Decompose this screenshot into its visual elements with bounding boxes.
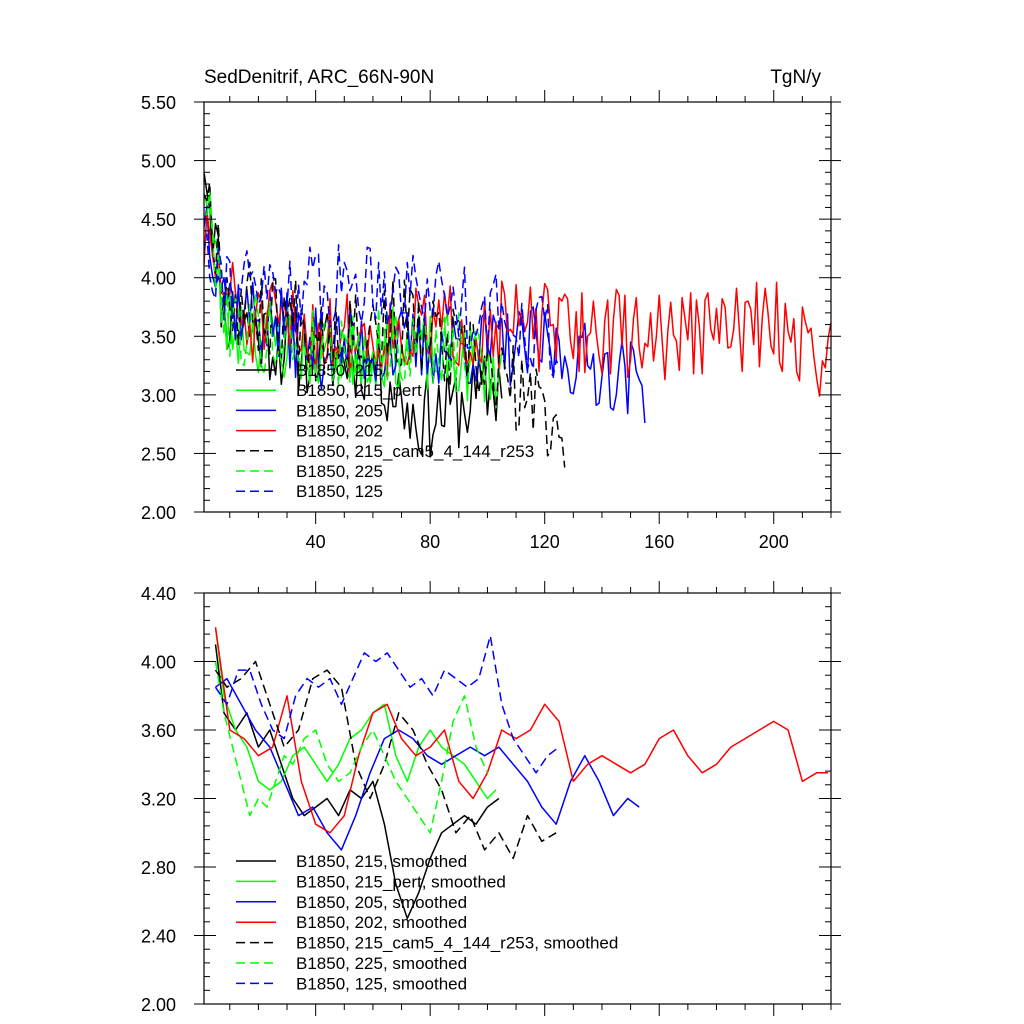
legend-label: B1850, 215 [296, 361, 383, 380]
legend-label: B1850, 215, smoothed [296, 852, 467, 871]
chart-units: TgN/y [770, 67, 821, 88]
x-tick-label: 200 [759, 532, 789, 552]
y-tick-label: 5.50 [141, 93, 176, 113]
chart-title: SedDenitrif, ARC_66N-90N [204, 67, 434, 88]
series-line-6 [204, 190, 489, 388]
y-tick-label: 2.80 [141, 858, 176, 878]
series-line-7 [214, 635, 560, 774]
x-axis: 40 80 120 160 200 [229, 90, 832, 552]
legend-label: B1850, 125, smoothed [296, 974, 467, 993]
legend-label: B1850, 205 [296, 401, 383, 420]
legend-label: B1850, 225 [296, 462, 383, 481]
legend-label: B1850, 215_cam5_4_144_r253, smoothed [296, 934, 618, 953]
y-tick-label: 3.00 [141, 386, 176, 406]
x-axis [229, 581, 832, 1016]
y-tick-label: 4.50 [141, 210, 176, 230]
y-tick-label: 2.00 [141, 995, 176, 1015]
y-tick-label: 3.60 [141, 721, 176, 741]
y-tick-label: 4.00 [141, 269, 176, 289]
series-lines [204, 172, 831, 468]
series-line-2 [214, 627, 497, 800]
y-tick-label: 2.00 [141, 503, 176, 523]
top-chart-panel: SedDenitrif, ARC_66N-90N TgN/y 40 80 120 160 2… [141, 67, 841, 552]
legend-label: B1850, 215_pert [296, 381, 422, 400]
legend-label: B1850, 225, smoothed [296, 954, 467, 973]
x-tick-label: 120 [530, 532, 560, 552]
series-line-5 [204, 182, 566, 468]
x-tick-label: 80 [420, 532, 440, 552]
y-axis: 2.00 2.50 3.00 3.50 4.00 4.50 5.00 5.50 [141, 93, 841, 523]
x-tick-label: 40 [306, 532, 326, 552]
y-axis: 2.00 2.40 2.80 3.20 3.60 4.00 4.40 [141, 584, 841, 1015]
series-line-6 [214, 661, 489, 834]
series-line-5 [214, 660, 557, 860]
plot-frame [203, 101, 832, 513]
x-tick-label: 160 [644, 532, 674, 552]
series-line-4 [214, 627, 829, 834]
legend-label: B1850, 215_pert, smoothed [296, 872, 506, 891]
series-line-3 [215, 677, 640, 851]
series-lines [214, 627, 829, 920]
y-tick-label: 4.40 [141, 584, 176, 604]
legend-label: B1850, 125 [296, 482, 383, 501]
legend-label: B1850, 215_cam5_4_144_r253 [296, 442, 534, 461]
y-tick-label: 4.00 [141, 653, 176, 673]
legend-label: B1850, 202, smoothed [296, 913, 467, 932]
y-tick-label: 3.50 [141, 327, 176, 347]
y-tick-label: 2.40 [141, 927, 176, 947]
y-tick-label: 5.00 [141, 152, 176, 172]
bottom-chart-panel: 2.00 2.40 2.80 3.20 3.60 4.00 4.40 B1850, 215, … [141, 581, 841, 1016]
series-line-1 [214, 644, 500, 920]
series-line-3 [204, 205, 646, 424]
legend-label: B1850, 205, smoothed [296, 893, 467, 912]
series-line-7 [204, 233, 560, 377]
y-tick-label: 2.50 [141, 444, 176, 464]
y-tick-label: 3.20 [141, 790, 176, 810]
legend-label: B1850, 202 [296, 422, 383, 441]
